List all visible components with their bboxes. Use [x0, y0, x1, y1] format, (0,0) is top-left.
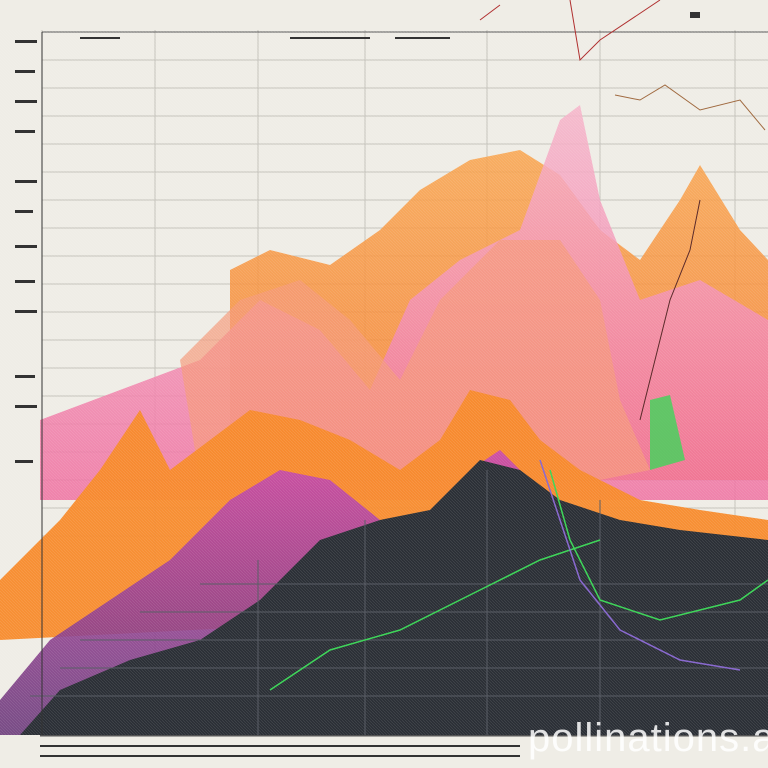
axis-scribbles	[15, 12, 768, 757]
line-texture	[0, 30, 768, 735]
watermark: pollinations.ai	[528, 716, 768, 760]
dark-grid	[30, 470, 768, 735]
accent-lines	[269, 0, 768, 691]
